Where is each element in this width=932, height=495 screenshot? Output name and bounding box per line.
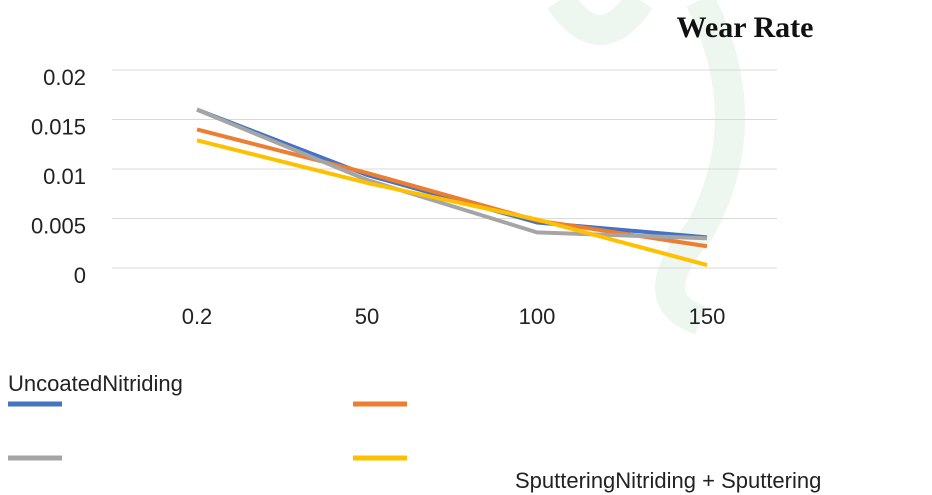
legend-label: Nitriding: [102, 371, 183, 396]
legend-text: UncoatedNitriding: [8, 371, 183, 396]
legend-label: Sputtering: [515, 468, 615, 493]
watermark: [560, 0, 730, 320]
x-tick-label: 0.2: [182, 304, 213, 329]
y-tick-label: 0.02: [43, 65, 86, 90]
y-tick-label: 0.005: [31, 213, 86, 238]
legend-text: SputteringNitriding + Sputtering: [515, 468, 821, 493]
x-tick-label: 100: [519, 304, 556, 329]
x-tick-label: 50: [355, 304, 379, 329]
legend-label: Uncoated: [8, 371, 102, 396]
chart: Wear Rate UncoatedNitriding SputteringNi…: [0, 0, 932, 495]
y-tick-label: 0.01: [43, 164, 86, 189]
legend-label: Nitriding + Sputtering: [615, 468, 821, 493]
chart-title: Wear Rate: [677, 11, 814, 44]
y-tick-label: 0.015: [31, 114, 86, 139]
series-line: [197, 140, 707, 265]
y-tick-label: 0: [74, 263, 86, 288]
x-tick-label: 150: [689, 304, 726, 329]
